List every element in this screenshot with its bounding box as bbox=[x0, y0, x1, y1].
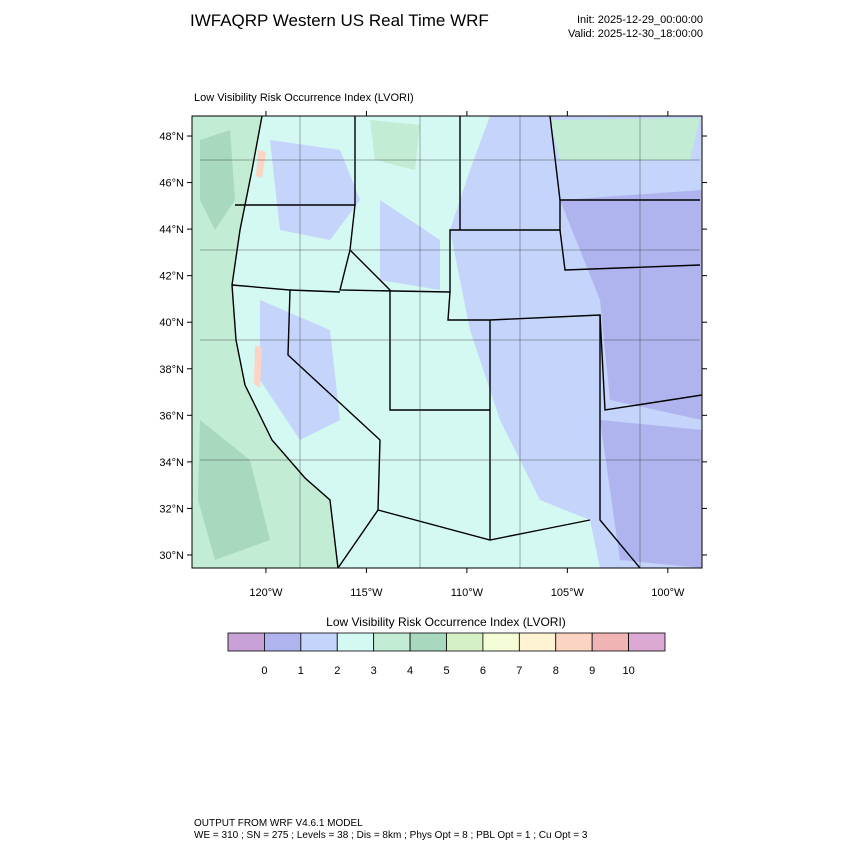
colorbar-box bbox=[555, 632, 593, 652]
title: IWFAQRP Western US Real Time WRF bbox=[190, 11, 489, 30]
colorbar-label: 2 bbox=[334, 665, 340, 677]
colorbar-label: 6 bbox=[480, 665, 486, 677]
colorbar-box bbox=[446, 632, 484, 652]
colorbar-label: 5 bbox=[443, 665, 449, 677]
lat-tick-label: 30°N bbox=[159, 550, 184, 562]
colorbar-box bbox=[482, 632, 520, 652]
lat-tick-label: 44°N bbox=[159, 224, 184, 236]
colorbar-label: 7 bbox=[516, 665, 522, 677]
lat-tick-label: 34°N bbox=[159, 457, 184, 469]
lat-tick-label: 46°N bbox=[159, 178, 184, 190]
colorbar-label: 0 bbox=[261, 665, 267, 677]
lat-tick-label: 36°N bbox=[159, 410, 184, 422]
colorbar-box bbox=[628, 632, 666, 652]
map-field bbox=[192, 116, 702, 568]
colorbar-label: 4 bbox=[407, 665, 413, 677]
colorbar-box bbox=[518, 632, 557, 652]
colorbar-box bbox=[373, 632, 411, 652]
colorbar-label: 9 bbox=[589, 665, 595, 677]
lon-tick-label: 100°W bbox=[651, 587, 685, 599]
footer-line: OUTPUT FROM WRF V4.6.1 MODEL bbox=[194, 818, 363, 829]
lon-tick-label: 105°W bbox=[551, 587, 585, 599]
colorbar-box bbox=[264, 632, 302, 652]
lon-tick-label: 110°W bbox=[451, 587, 484, 599]
colorbar-box bbox=[409, 632, 447, 652]
colorbar-label: 8 bbox=[553, 665, 559, 677]
colorbar-label: 10 bbox=[622, 665, 634, 677]
lat-tick-label: 48°N bbox=[159, 131, 184, 143]
footer-line: WE = 310 ; SN = 275 ; Levels = 38 ; Dis … bbox=[194, 830, 588, 841]
colorbar-box bbox=[300, 632, 338, 652]
valid-time: Valid: 2025-12-30_18:00:00 bbox=[568, 28, 703, 40]
colorbar-box bbox=[227, 632, 265, 652]
colorbar-box bbox=[591, 632, 629, 652]
colorbar-label: 3 bbox=[371, 665, 377, 677]
lat-tick-label: 40°N bbox=[159, 317, 184, 329]
lat-tick-label: 38°N bbox=[159, 364, 184, 376]
colorbar-title: Low Visibility Risk Occurrence Index (LV… bbox=[326, 615, 566, 629]
colorbar-label: 1 bbox=[298, 665, 304, 677]
map-subtitle: Low Visibility Risk Occurrence Index (LV… bbox=[194, 92, 414, 104]
init-time: Init: 2025-12-29_00:00:00 bbox=[577, 14, 703, 26]
lon-tick-label: 115°W bbox=[350, 587, 383, 599]
lat-tick-label: 32°N bbox=[159, 503, 184, 515]
colorbar-box bbox=[336, 632, 375, 652]
map-frame bbox=[191, 115, 703, 569]
lon-tick-label: 120°W bbox=[249, 587, 283, 599]
lat-tick-label: 42°N bbox=[159, 271, 184, 283]
